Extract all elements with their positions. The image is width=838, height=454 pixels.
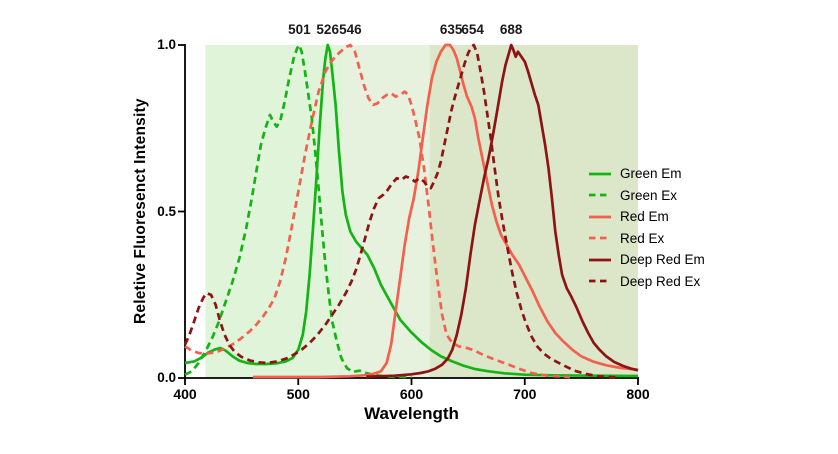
legend-swatch-deep-red-ex — [589, 279, 611, 283]
series-red-em — [252, 43, 639, 379]
peak-label-688: 688 — [499, 22, 523, 37]
peak-label-654: 654 — [461, 22, 484, 37]
legend-label-red-ex: Red Ex — [620, 230, 665, 246]
legend-swatch-red-em — [589, 215, 611, 219]
legend-swatch-green-em — [589, 172, 611, 176]
x-tick-label-700: 700 — [513, 386, 537, 402]
x-tick-label-500: 500 — [286, 386, 310, 402]
x-tick-label-800: 800 — [626, 386, 650, 402]
legend-item-red-ex: Red Ex — [588, 228, 705, 250]
legend-item-deep-red-ex: Deep Red Ex — [588, 271, 705, 293]
y-tick-label-0.5: 0.5 — [157, 203, 176, 219]
legend-label-deep-red-ex: Deep Red Ex — [620, 273, 701, 289]
legend-item-deep-red-em: Deep Red Em — [588, 249, 705, 271]
legend: Green Em Green Ex Red Em Red Ex Deep Red Em D… — [588, 163, 705, 292]
legend-swatch-red-ex — [589, 236, 611, 240]
x-axis-title: Wavelength — [364, 404, 459, 423]
legend-item-green-em: Green Em — [588, 163, 705, 185]
band-540-616 — [343, 45, 430, 378]
y-tick-label-0.0: 0.0 — [157, 370, 176, 385]
x-tick-label-400: 400 — [173, 386, 197, 402]
legend-item-green-ex: Green Ex — [588, 185, 705, 207]
legend-item-red-em: Red Em — [588, 206, 705, 228]
series-green-ex — [184, 43, 412, 379]
peak-label-501: 501 — [288, 22, 311, 37]
series-red-ex — [184, 43, 571, 379]
legend-label-red-em: Red Em — [620, 209, 669, 225]
legend-label-green-em: Green Em — [620, 166, 682, 182]
series-deep-red-em — [366, 43, 639, 379]
peak-label-546: 546 — [339, 22, 362, 37]
band-616-800 — [429, 45, 638, 378]
series-deep-red-ex — [183, 43, 616, 379]
legend-label-green-ex: Green Ex — [620, 187, 678, 203]
x-tick-label-600: 600 — [399, 386, 424, 402]
legend-swatch-green-ex — [589, 193, 611, 197]
peak-label-635: 635 — [439, 22, 463, 37]
legend-swatch-deep-red-em — [589, 258, 611, 262]
peak-label-526: 526 — [316, 22, 339, 37]
legend-label-deep-red-em: Deep Red Em — [620, 252, 705, 268]
y-tick-label-1.0: 1.0 — [157, 37, 176, 52]
